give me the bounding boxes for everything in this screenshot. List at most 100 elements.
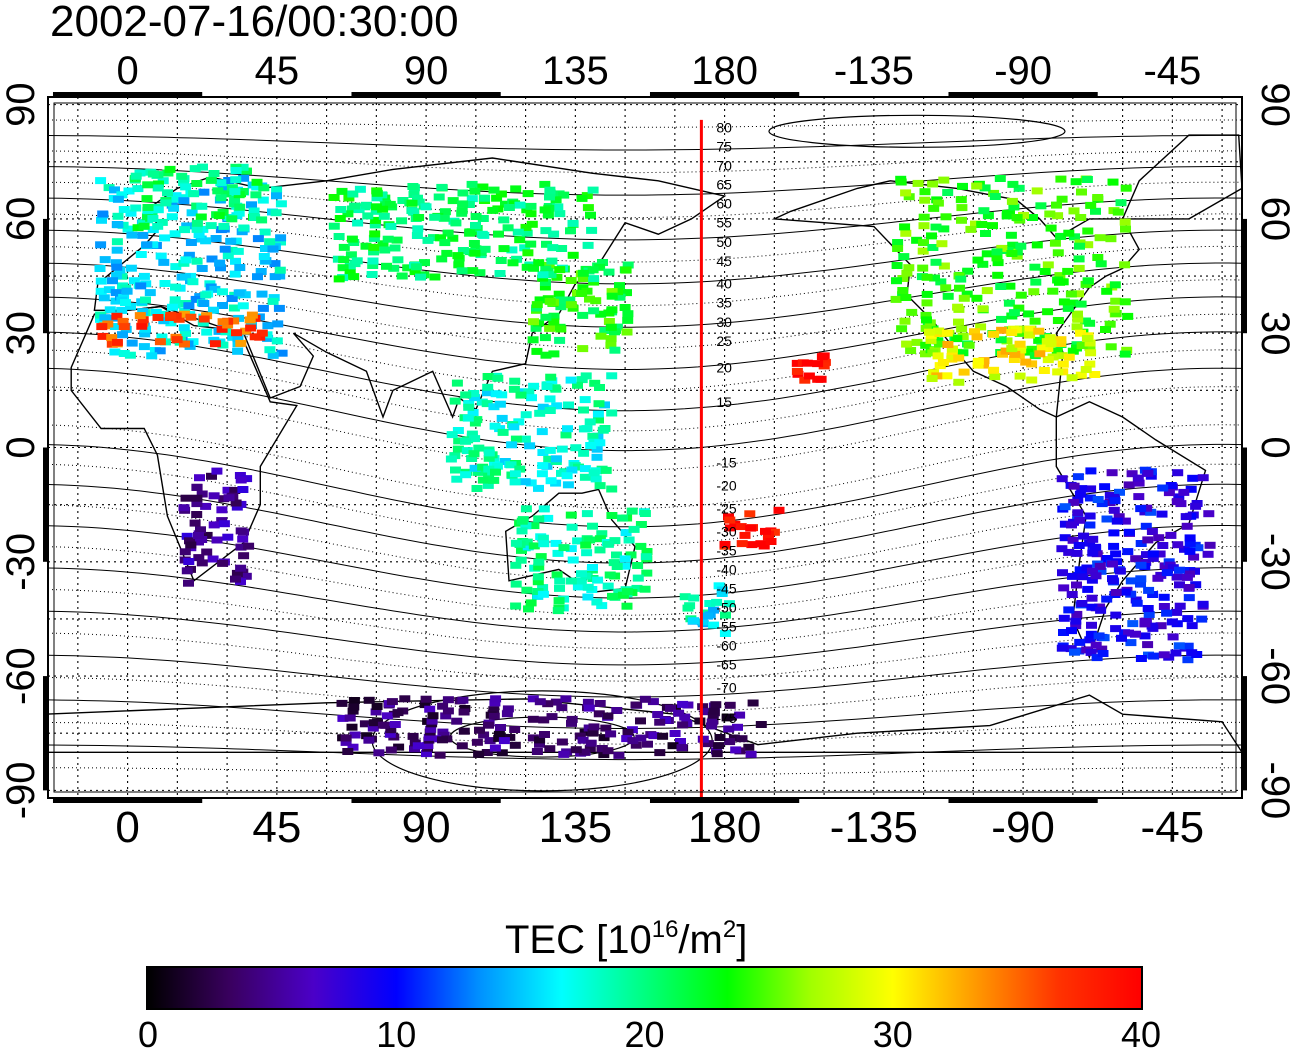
tec-point-europe (110, 259, 122, 267)
tec-point-north-america (1092, 194, 1104, 201)
tec-point-north-america (991, 248, 1003, 256)
tec-point-north-america-south (1009, 350, 1021, 358)
tec-point-east-asia (548, 312, 560, 320)
tec-point-australia (510, 539, 522, 547)
tec-point-australia (565, 545, 577, 553)
tec-point-south-america (1152, 574, 1164, 582)
tec-point-north-america (1045, 224, 1057, 232)
tec-point-siberia (371, 194, 383, 202)
tec-point-indonesia (537, 449, 549, 456)
tec-point-indonesia (562, 481, 574, 489)
tec-point-europe (99, 256, 111, 264)
tec-point-north-america-south (1033, 327, 1045, 335)
tec-point-south-america (1101, 555, 1113, 562)
tec-point-north-america-south (1042, 356, 1054, 364)
tec-point-south-america (1085, 630, 1097, 638)
tec-point-east-asia (527, 336, 539, 344)
tec-point-south-america (1081, 564, 1093, 572)
tec-point-north-america-south (1057, 360, 1069, 368)
tec-point-south-america (1101, 515, 1113, 523)
tec-point-southern-africa (179, 548, 191, 556)
tec-point-europe (260, 245, 271, 252)
tec-point-scandinavia (196, 202, 208, 210)
right-lat-label: 30 (1253, 311, 1292, 356)
tec-point-europe (180, 183, 192, 191)
tec-point-north-america-south (958, 368, 970, 376)
tec-point-siberia (384, 200, 396, 208)
tec-point-siberia (542, 211, 554, 219)
tec-point-antarctica (481, 749, 493, 756)
tec-point-north-america (1055, 232, 1067, 240)
tec-point-australia (558, 544, 570, 552)
tec-point-europe (169, 230, 181, 238)
tec-point-europe (258, 253, 270, 260)
tec-point-europe (198, 300, 210, 307)
tec-point-east-asia (551, 273, 563, 281)
tec-point-europe (264, 238, 276, 246)
tec-point-siberia (351, 257, 363, 265)
tec-point-siberia (344, 269, 356, 277)
tec-point-north-america (965, 225, 977, 233)
tec-point-siberia (466, 195, 478, 203)
tec-point-europe (168, 204, 180, 212)
tec-point-antarctica (423, 733, 435, 741)
tec-point-south-america (1110, 625, 1122, 633)
tec-point-mediterranean (178, 310, 190, 318)
tec-point-south-america (1066, 591, 1078, 598)
tec-point-south-america (1190, 502, 1202, 510)
tec-point-south-america (1186, 649, 1198, 657)
tec-point-south-america (1161, 609, 1173, 617)
tec-point-siberia (540, 227, 552, 235)
mag-lat-contour (47, 567, 1243, 633)
tec-point-antarctica (527, 715, 539, 723)
tec-point-north-america-south (1024, 325, 1036, 333)
tec-point-north-america (942, 189, 954, 196)
tec-point-north-america (1100, 326, 1111, 333)
tec-point-north-america (900, 229, 912, 237)
tec-point-indonesia (452, 445, 464, 453)
map-timestamp: 2002-07-16/00:30:00 (50, 0, 459, 46)
tec-point-siberia (577, 269, 589, 277)
tec-point-indonesia (579, 396, 591, 404)
tec-point-scandinavia (147, 170, 159, 178)
tec-point-indonesia (591, 445, 603, 453)
tec-point-indonesia (494, 400, 506, 408)
tec-point-north-america-south (924, 328, 935, 336)
tec-point-antarctica (745, 750, 757, 758)
tec-point-siberia (370, 216, 382, 224)
tec-point-europe (170, 263, 182, 271)
tec-point-north-america (981, 250, 993, 258)
tec-point-europe (268, 294, 280, 302)
tec-point-scandinavia (215, 179, 227, 187)
left-lat-label: -30 (0, 533, 43, 591)
tec-point-europe (259, 228, 271, 236)
tec-point-indonesia (490, 390, 502, 398)
tec-point-south-pacific (755, 540, 767, 548)
tec-point-siberia (343, 194, 355, 202)
tec-point-australia (521, 538, 533, 546)
tec-point-antarctica (527, 734, 539, 742)
tec-point-australia (581, 549, 593, 557)
tec-point-mediterranean (231, 329, 242, 337)
tec-point-south-america (1101, 595, 1113, 603)
tec-point-south-america (1070, 622, 1082, 630)
tec-point-antarctica (657, 732, 669, 740)
tec-point-siberia (389, 244, 401, 252)
tec-point-siberia (338, 243, 350, 251)
tec-point-hawaii (815, 375, 827, 383)
tec-point-south-pacific (736, 540, 748, 548)
tec-point-australia (581, 510, 593, 518)
tec-point-north-america (1104, 320, 1116, 328)
tec-point-east-asia (621, 289, 632, 297)
tec-point-australia (542, 514, 554, 522)
tec-point-north-america (919, 188, 931, 196)
tec-point-antarctica (488, 706, 500, 714)
tec-point-north-america-south (1080, 366, 1092, 373)
tec-point-south-america (1110, 611, 1122, 619)
tec-point-south-america (1186, 622, 1198, 630)
tec-point-south-america (1090, 543, 1101, 551)
tec-point-south-america (1095, 567, 1107, 575)
tec-point-north-america-south (1015, 346, 1027, 354)
tec-point-australia (525, 599, 537, 607)
tec-point-europe (109, 186, 120, 194)
